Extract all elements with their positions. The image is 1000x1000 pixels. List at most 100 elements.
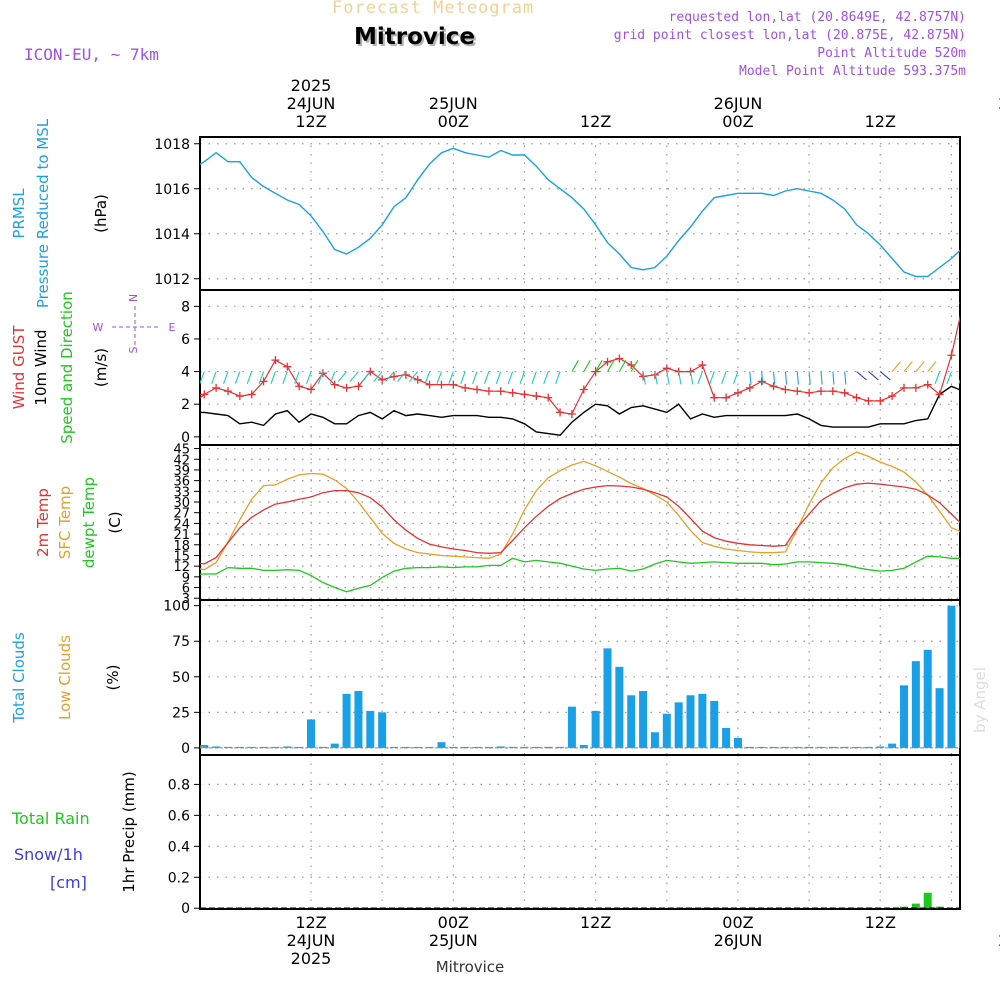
gust-point [520, 390, 529, 399]
time-tick-label: 2025 [291, 76, 332, 95]
cloud-bar-total [307, 719, 315, 748]
ytick-label: 0 [181, 741, 190, 757]
cloud-bar-total [330, 743, 339, 748]
series-sfc-temp [200, 451, 960, 571]
gust-point [864, 396, 873, 405]
gust-point [271, 356, 280, 365]
gust-point [283, 362, 292, 371]
gust-point [947, 351, 956, 360]
cloud-bar-total [603, 648, 612, 748]
wind-arrow [306, 371, 312, 384]
cloud-bar-total [900, 685, 908, 748]
axis-label: (%) [104, 665, 122, 691]
gust-point [888, 392, 897, 401]
cloud-bar-total [686, 695, 695, 748]
gust-point [745, 383, 754, 392]
cloud-bar-total [983, 747, 991, 748]
wind-arrow [761, 371, 764, 385]
wind-arrow [654, 371, 658, 385]
gust-point [995, 338, 1000, 346]
cloud-bar-total [567, 706, 576, 748]
cloud-bar-low [200, 746, 204, 748]
wind-arrow [709, 371, 715, 384]
wind-arrow [519, 371, 525, 384]
precip-bar-rain [900, 906, 908, 909]
ytick-label: 21 [173, 528, 190, 543]
wind-arrow [808, 371, 811, 385]
gust-point [318, 369, 327, 378]
wind-arrow [595, 360, 603, 372]
wind-arrow [994, 372, 998, 384]
wind-arrow [607, 360, 615, 372]
wind-arrow [258, 371, 265, 384]
ytick-label: 0.6 [168, 808, 190, 824]
gust-point [425, 380, 434, 389]
axis-label: 2m Temp [34, 488, 52, 557]
cloud-bar-total [425, 746, 434, 748]
gust-point [840, 388, 849, 397]
ytick-label: 25 [172, 705, 190, 721]
gust-point [330, 380, 339, 389]
gust-point [235, 392, 244, 401]
series-prmsl [200, 147, 960, 278]
time-tick-label: 24JUN [287, 94, 336, 113]
ytick-label: 1012 [154, 272, 190, 288]
gust-point [983, 306, 991, 314]
gust-point [615, 354, 624, 363]
gust-point [662, 364, 671, 373]
cloud-bar-total [698, 693, 707, 748]
gust-point [828, 387, 837, 396]
gust-point [769, 382, 778, 391]
ytick-label: 2 [181, 397, 190, 413]
wind-arrow [270, 371, 276, 384]
time-tick-label: 00Z [722, 112, 753, 131]
cloud-bar-total [935, 688, 944, 748]
gust-point [223, 387, 232, 396]
cloud-bar-total [639, 691, 648, 748]
gust-point [603, 357, 612, 366]
cloud-bar-total [947, 605, 956, 748]
model-name: ICON-EU, ~ 7km [24, 45, 159, 64]
time-tick-label: 24JUN [287, 931, 336, 950]
gridpoint-coords: grid point closest lon,lat (20.875E, 42.… [613, 28, 966, 43]
wind-arrow [903, 361, 913, 372]
compass-s: S [127, 346, 140, 353]
cloud-bar-total [923, 649, 932, 748]
gust-point [461, 383, 470, 392]
ytick-label: 0 [181, 901, 190, 917]
axis-label-precip: 1hr Precip (mm) [120, 771, 138, 892]
gust-point [307, 385, 315, 394]
series-10m-wind [200, 385, 960, 436]
wind-arrow [472, 371, 478, 384]
ytick-label: 45 [173, 443, 190, 458]
wind-arrow [397, 371, 407, 382]
precip-bar-rain [935, 906, 944, 909]
series-2m-temp [200, 482, 960, 565]
wind-arrow [337, 371, 348, 382]
ytick-label: 30 [173, 496, 190, 511]
time-tick-label: 26JUN [714, 931, 763, 950]
time-tick-label: 27JUN [998, 94, 1000, 113]
time-tick-label: 12Z [580, 913, 611, 932]
gust-point [852, 393, 861, 402]
wind-arrow [983, 372, 987, 384]
time-tick-label: 2025 [291, 949, 332, 968]
axis-label-unit: [cm] [50, 873, 87, 892]
cloud-bar-total [484, 746, 493, 748]
wind-arrow [868, 371, 879, 381]
ytick-label: 1018 [154, 137, 190, 153]
ytick-label: 9 [182, 571, 190, 586]
ytick-label: 42 [173, 453, 190, 468]
wind-arrow [934, 371, 941, 384]
ytick-label: 0 [181, 430, 190, 446]
axis-label: (m/s) [92, 348, 110, 387]
gust-point [437, 380, 446, 389]
gust-point [556, 408, 565, 417]
cloud-bar-total [579, 745, 588, 748]
wind-arrow [543, 371, 549, 384]
ytick-label: 75 [172, 634, 190, 650]
ytick-label: 27 [173, 507, 190, 522]
wind-arrow [571, 360, 579, 372]
time-tick-label: 26JUN [714, 94, 763, 113]
